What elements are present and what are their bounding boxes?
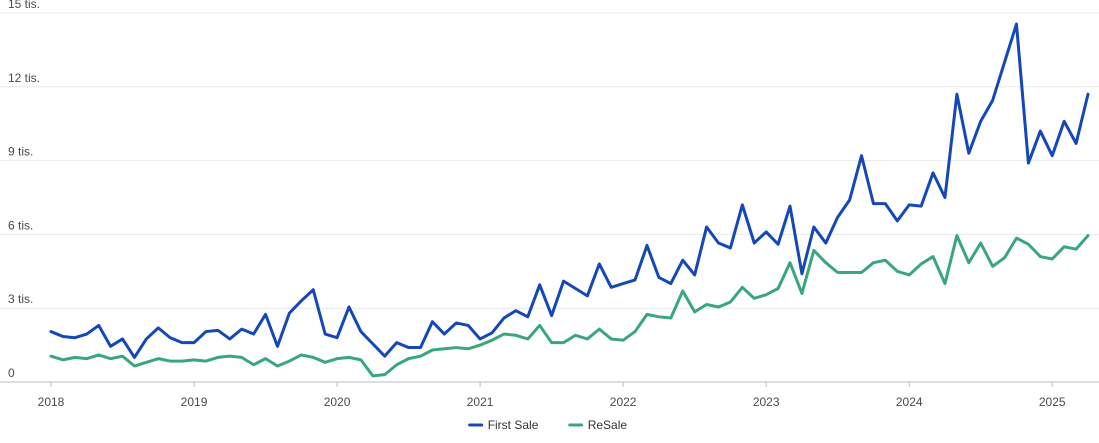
x-tick-label: 2019	[181, 395, 208, 409]
y-tick-label: 9 tis.	[8, 145, 33, 159]
legend-item[interactable]: ReSale	[568, 418, 628, 432]
y-tick-label: 6 tis.	[8, 218, 33, 232]
legend-item[interactable]: First Sale	[468, 418, 539, 432]
y-tick-label: 3 tis.	[8, 292, 33, 306]
y-tick-label: 0	[8, 366, 15, 380]
y-tick-label: 15 tis.	[8, 0, 40, 11]
legend-label: First Sale	[488, 418, 539, 432]
y-axis-labels: 0 3 tis. 6 tis. 9 tis. 12 tis. 15 tis.	[8, 0, 40, 380]
series-lines	[49, 22, 1090, 378]
legend-label: ReSale	[588, 418, 628, 432]
x-tick-label: 2021	[467, 395, 494, 409]
x-axis: 2018 2019 2020 2021 2022 2023 2024 2025	[0, 381, 1099, 409]
legend: First Sale ReSale	[468, 418, 628, 432]
x-tick-label: 2020	[324, 395, 351, 409]
x-tick-label: 2023	[753, 395, 780, 409]
y-tick-label: 12 tis.	[8, 71, 40, 85]
series-line-first-sale	[49, 22, 1090, 359]
x-tick-label: 2024	[896, 395, 923, 409]
x-tick-label: 2025	[1039, 395, 1066, 409]
series-line-resale	[49, 234, 1090, 378]
x-tick-label: 2022	[610, 395, 637, 409]
x-tick-label: 2018	[38, 395, 65, 409]
grid	[0, 12, 1099, 309]
